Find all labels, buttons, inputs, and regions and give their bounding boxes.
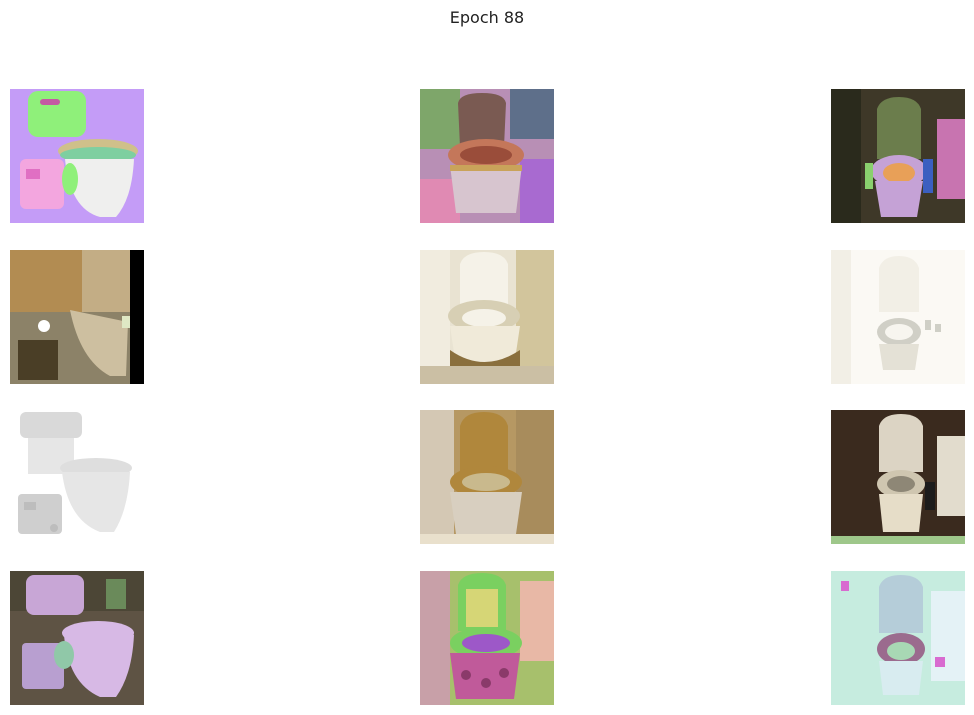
sample-image-r1-c2 (420, 89, 554, 223)
sample-image-r2-c1 (10, 250, 144, 384)
sample-image-r2-c2 (420, 250, 554, 384)
sample-image-r4-c2 (420, 571, 554, 705)
sample-image-r1-c3 (831, 89, 965, 223)
sample-image-r4-c1 (10, 571, 144, 705)
sample-image-r4-c3 (831, 571, 965, 705)
sample-image-r2-c3 (831, 250, 965, 384)
sample-image-r3-c1 (10, 410, 144, 544)
sample-image-r1-c1 (10, 89, 144, 223)
sample-image-r3-c2 (420, 410, 554, 544)
sample-image-r3-c3 (831, 410, 965, 544)
figure-title: Epoch 88 (449, 8, 525, 27)
